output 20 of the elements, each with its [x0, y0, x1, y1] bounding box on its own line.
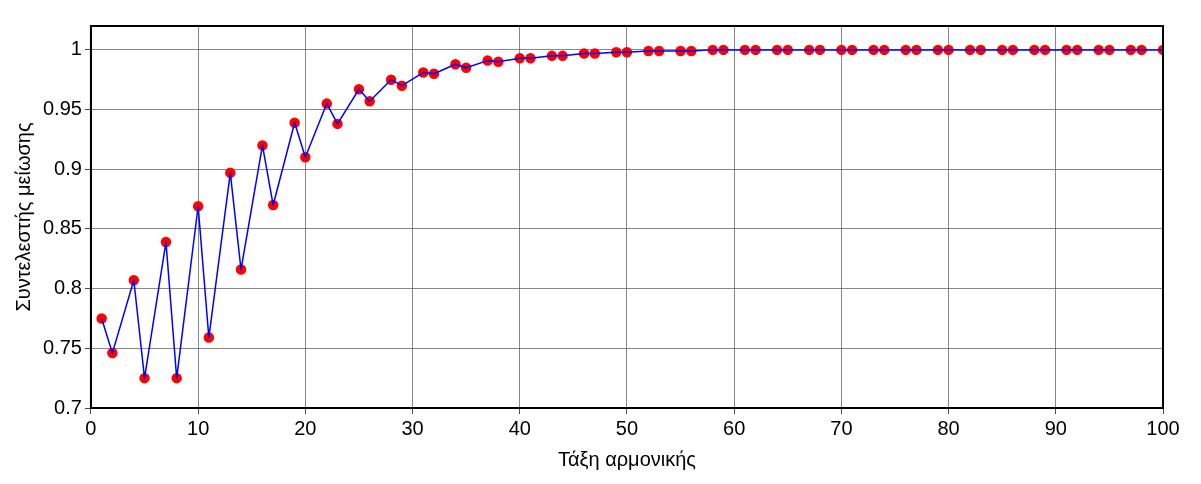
x-tick-label: 40 — [508, 416, 531, 439]
y-tick-label: 0.8 — [54, 276, 82, 299]
x-axis-title: Τάξη αρμονικής — [557, 447, 697, 470]
x-tick-label: 50 — [615, 416, 639, 439]
y-tick-label: 0.75 — [42, 335, 82, 358]
y-tick-label: 1 — [70, 37, 82, 60]
x-tick-label: 20 — [294, 416, 317, 439]
y-tick-label: 0.7 — [54, 395, 82, 418]
x-tick-label: 70 — [830, 416, 853, 439]
x-tick-label: 30 — [401, 416, 424, 439]
x-tick-label: 90 — [1044, 416, 1067, 439]
y-tick-label: 0.95 — [42, 97, 82, 120]
x-tick-label: 80 — [937, 416, 960, 439]
x-tick-label: 10 — [187, 416, 210, 439]
y-tick-label: 0.85 — [42, 216, 82, 239]
x-tick-label: 100 — [1146, 416, 1180, 439]
y-axis-title: Συντελεστής μείωσης — [11, 122, 34, 312]
x-tick-label: 0 — [85, 416, 97, 439]
x-tick-label: 60 — [723, 416, 746, 439]
y-tick-label: 0.9 — [54, 156, 82, 179]
